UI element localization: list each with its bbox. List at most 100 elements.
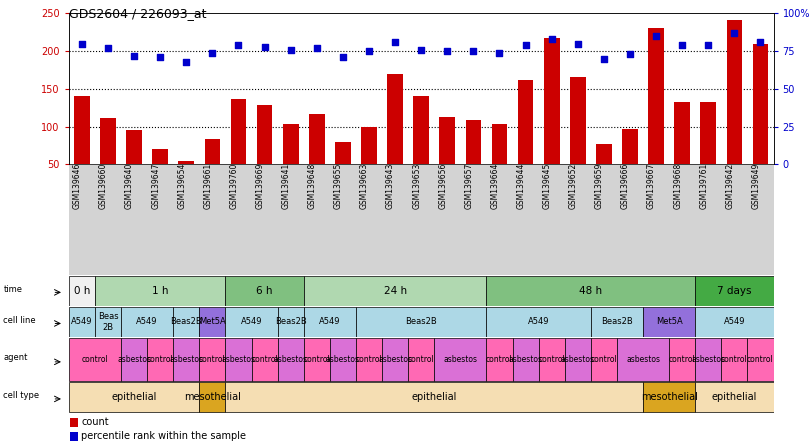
Point — [571, 40, 584, 47]
FancyBboxPatch shape — [225, 338, 252, 381]
FancyBboxPatch shape — [121, 307, 173, 337]
Point — [310, 44, 323, 52]
Bar — [675, 102, 690, 202]
Bar — [518, 80, 534, 202]
Bar — [492, 123, 507, 202]
Text: 0 h: 0 h — [74, 286, 90, 296]
Point — [728, 29, 741, 36]
Bar — [74, 95, 90, 202]
FancyBboxPatch shape — [278, 338, 304, 381]
FancyBboxPatch shape — [69, 338, 121, 381]
FancyBboxPatch shape — [695, 338, 722, 381]
FancyBboxPatch shape — [121, 338, 147, 381]
Text: Beas2B: Beas2B — [601, 317, 633, 326]
Text: control: control — [356, 355, 382, 364]
FancyBboxPatch shape — [356, 307, 487, 337]
Text: epithelial: epithelial — [712, 392, 757, 402]
Text: A549: A549 — [528, 317, 549, 326]
Bar — [413, 95, 429, 202]
Text: GDS2604 / 226093_at: GDS2604 / 226093_at — [69, 7, 207, 20]
FancyBboxPatch shape — [69, 382, 199, 412]
FancyBboxPatch shape — [617, 338, 669, 381]
Text: epithelial: epithelial — [411, 392, 457, 402]
Point — [232, 41, 245, 48]
FancyBboxPatch shape — [590, 338, 617, 381]
FancyBboxPatch shape — [330, 338, 356, 381]
Text: count: count — [81, 417, 109, 427]
Text: asbestos: asbestos — [274, 355, 308, 364]
Text: A549: A549 — [136, 317, 158, 326]
Bar — [440, 118, 455, 202]
FancyBboxPatch shape — [225, 307, 278, 337]
Text: asbestos: asbestos — [378, 355, 412, 364]
Text: control: control — [486, 355, 513, 364]
Bar — [257, 105, 272, 202]
Text: control: control — [147, 355, 173, 364]
FancyBboxPatch shape — [382, 338, 408, 381]
Text: 48 h: 48 h — [579, 286, 603, 296]
FancyBboxPatch shape — [69, 307, 95, 337]
FancyBboxPatch shape — [590, 307, 643, 337]
Text: epithelial: epithelial — [112, 392, 157, 402]
Text: Met5A: Met5A — [656, 317, 683, 326]
Text: Beas2B: Beas2B — [405, 317, 437, 326]
Point — [180, 58, 193, 65]
Bar — [622, 129, 637, 202]
FancyBboxPatch shape — [225, 276, 304, 306]
Text: Beas2B: Beas2B — [275, 317, 306, 326]
Text: asbestos: asbestos — [221, 355, 255, 364]
Text: asbestos: asbestos — [326, 355, 360, 364]
Bar — [231, 99, 246, 202]
FancyBboxPatch shape — [695, 307, 774, 337]
Text: 6 h: 6 h — [256, 286, 273, 296]
Bar — [361, 127, 377, 202]
Text: percentile rank within the sample: percentile rank within the sample — [81, 431, 246, 441]
Text: Beas
2B: Beas 2B — [98, 312, 118, 332]
Point — [441, 48, 454, 55]
Text: control: control — [82, 355, 109, 364]
Point — [519, 41, 532, 48]
FancyBboxPatch shape — [487, 276, 695, 306]
Bar — [178, 161, 194, 202]
Bar — [596, 144, 612, 202]
FancyBboxPatch shape — [434, 338, 487, 381]
Bar — [205, 139, 220, 202]
FancyBboxPatch shape — [95, 307, 121, 337]
Text: asbestos: asbestos — [626, 355, 660, 364]
Bar — [335, 142, 351, 202]
Text: asbestos: asbestos — [691, 355, 725, 364]
Point — [650, 32, 663, 40]
Bar — [727, 20, 742, 202]
FancyBboxPatch shape — [95, 276, 225, 306]
Point — [206, 49, 219, 56]
Point — [624, 51, 637, 58]
FancyBboxPatch shape — [199, 338, 225, 381]
Bar — [648, 28, 664, 202]
Point — [676, 41, 688, 48]
Point — [598, 55, 611, 62]
Bar — [152, 149, 168, 202]
Text: Beas2B: Beas2B — [170, 317, 202, 326]
Point — [467, 48, 480, 55]
Point — [545, 36, 558, 43]
FancyBboxPatch shape — [252, 338, 278, 381]
Text: control: control — [590, 355, 617, 364]
Text: Met5A: Met5A — [199, 317, 226, 326]
FancyBboxPatch shape — [565, 338, 590, 381]
Point — [415, 46, 428, 53]
Text: control: control — [251, 355, 278, 364]
FancyBboxPatch shape — [643, 382, 695, 412]
Point — [389, 39, 402, 46]
FancyBboxPatch shape — [199, 307, 225, 337]
Text: control: control — [199, 355, 226, 364]
Bar — [70, 417, 78, 427]
Point — [75, 40, 88, 47]
Point — [101, 44, 114, 52]
FancyBboxPatch shape — [695, 382, 774, 412]
Point — [754, 39, 767, 46]
Bar — [283, 124, 299, 202]
Point — [363, 48, 376, 55]
Text: 1 h: 1 h — [152, 286, 168, 296]
Text: A549: A549 — [723, 317, 745, 326]
FancyBboxPatch shape — [513, 338, 539, 381]
